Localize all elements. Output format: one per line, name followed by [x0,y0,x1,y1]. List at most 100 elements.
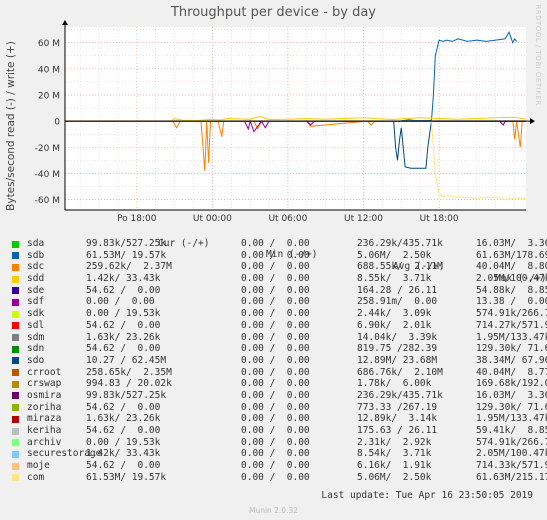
legend-avg: 773.33 /267.19 [357,401,438,413]
legend-avg: 2.44k/ 3.09k [357,308,432,320]
legend-max: 40.04M/ 8.80M [476,261,547,273]
legend-row-archiv: archiv 0.00 / 19.53k 0.00 / 0.00 2.31k/ 2.9… [12,436,547,449]
legend-device-name: sda [27,238,45,249]
y-tick-label: 60 M [38,39,60,49]
legend-cur: 54.62 / 0.00 [86,401,161,413]
x-tick-label: Ut 06:00 [268,214,307,222]
legend-swatch [12,287,19,295]
legend-swatch [12,345,19,353]
legend-min: 0.00 / 0.00 [241,343,310,355]
legend-avg: 1.78k/ 6.00k [357,378,432,390]
legend-device-name: moje [27,460,50,472]
legend-max: 16.03M/ 3.36M [476,389,547,401]
legend-cur: 994.83 / 20.02k [86,378,172,390]
legend-cur: 54.62 / 0.00 [86,425,161,436]
legend-swatch [12,439,19,447]
legend-swatch [12,369,19,377]
legend-max: 16.03M/ 3.36M [476,238,547,249]
legend-cur: 99.83k/527.25k [86,389,167,401]
legend-max: 1.95M/133.47k [476,413,547,425]
header-min: Min (-/+) [266,249,318,261]
legend-cur: 258.65k/ 2.35M [86,366,172,378]
legend-cur: 1.63k/ 23.26k [86,413,161,425]
legend-min: 0.00 / 0.00 [241,261,310,273]
header-cur: Cur (-/+) [158,237,210,249]
legend-cur: 0.00 / 0.00 [86,296,155,308]
last-update: Last update: Tue Apr 16 23:50:05 2019 [321,490,533,501]
x-axis-arrow [530,118,535,125]
legend-min: 0.00 / 0.00 [241,273,310,285]
legend-avg: 2.31k/ 2.92k [357,436,432,448]
legend-max: 2.05M/100.47k [476,448,547,460]
legend-swatch [12,415,19,423]
legend-device-name: sdc [27,261,45,273]
y-tick-label: 0 [54,118,60,128]
legend-avg: 12.89M/ 23.68M [357,354,438,366]
legend-device-name: securestorage [27,448,102,460]
legend-device-name: sdn [27,343,45,355]
legend-swatch [12,263,19,271]
legend-avg: 14.04k/ 3.39k [357,331,438,343]
legend-row-zoriha: zoriha 54.62 / 0.00 0.00 / 0.00 773.33 /267… [12,401,547,414]
legend-avg: 6.90k/ 2.01k [357,319,432,331]
legend-swatch [12,404,19,412]
legend-cur: 10.27 / 62.45M [86,354,167,366]
legend-min: 0.00 / 0.00 [241,331,310,343]
legend-max: 54.88k/ 8.85k [476,284,547,296]
legend-device-name: sdb [27,249,45,261]
legend-max: 169.68k/192.03k [476,378,547,390]
legend-avg: 164.28 / 26.11 [357,284,438,296]
legend-avg: 688.55k/ 2.11M [357,261,443,273]
legend-min: 0.00 / 0.00 [241,249,310,261]
legend-min: 0.00 / 0.00 [241,401,310,413]
grid-lines [65,27,526,210]
legend-row-sde: sde 54.62 / 0.00 0.00 / 0.00 164.28 / 26.11… [12,284,547,297]
legend-max: 40.04M/ 8.77M [476,366,547,378]
legend-row-sdk: sdk 0.00 / 19.53k 0.00 / 0.00 2.44k/ 3.09k 5… [12,308,547,320]
legend-swatch [12,450,19,458]
legend-cur: 61.53M/ 19.57k [86,249,167,261]
legend-min: 0.00 / 0.00 [241,389,310,401]
legend-swatch [12,240,19,248]
legend-swatch [12,462,19,470]
legend-device-name: sdk [27,308,45,320]
legend-max: 59.41k/ 8.85k [476,425,547,436]
legend-table: Cur (-/+) Min (-/+) Avg (-/+) Max (-/+) … [12,226,547,483]
legend-max: 574.91k/266.78k [476,308,547,320]
legend-swatch [12,252,19,260]
legend-avg: 236.29k/435.71k [357,389,443,401]
legend-min: 0.00 / 0.00 [241,238,310,249]
legend-cur: 1.42k/ 33.43k [86,273,161,285]
legend-row-sdf: sdf 0.00 / 0.00 0.00 / 0.00 258.91m/ 0.00 13… [12,296,547,308]
legend-avg: 175.63 / 26.11 [357,425,438,436]
legend-avg: 819.75 /282.39 [357,343,438,355]
legend-row-securestorage: securestorage 1.42k/ 33.43k 0.00 / 0.00 8.5… [12,448,547,460]
legend-swatch [12,334,19,341]
legend-min: 0.00 / 0.00 [241,284,310,296]
legend-avg: 5.06M/ 2.50k [357,471,432,483]
legend-min: 0.00 / 0.00 [241,448,310,460]
legend-min: 0.00 / 0.00 [241,354,310,366]
legend-max: 129.30k/ 71.61k [476,401,547,413]
legend-row-osmira: osmira 99.83k/527.25k 0.00 / 0.00 236.29k/4… [12,389,547,402]
header-avg: Avg (-/+) [393,261,445,273]
legend-cur: 61.53M/ 19.57k [86,471,167,483]
legend-device-name: crroot [27,366,62,378]
x-tick-label: Ut 00:00 [193,214,232,222]
legend-device-name: osmira [27,389,62,401]
y-tick-label: 20 M [38,91,60,101]
legend-swatch [12,298,19,306]
legend-min: 0.00 / 0.00 [241,308,310,320]
legend-swatch [12,322,19,330]
x-tick-label: Po 18:00 [117,214,157,222]
legend-avg: 258.91m/ 0.00 [357,296,438,308]
legend-device-name: zoriha [27,401,62,413]
series-line-sdd [65,115,527,122]
legend-cur: 259.62k/ 2.37M [86,261,172,273]
chart-title: Throughput per device - by day [170,5,377,20]
legend-row-sdn: sdn 54.62 / 0.00 0.00 / 0.00 819.75 /282.39… [12,343,547,355]
legend-max: 714.33k/571.96k [476,460,547,472]
legend-cur: 1.63k/ 23.26k [86,331,161,343]
legend-min: 0.00 / 0.00 [241,296,310,308]
legend-max: 61.63M/178.69k [476,249,547,261]
